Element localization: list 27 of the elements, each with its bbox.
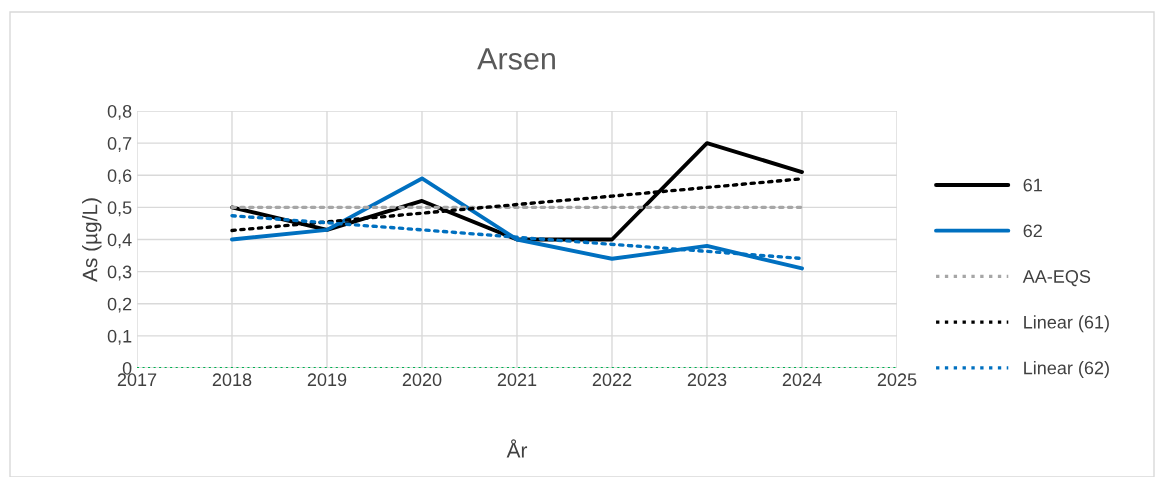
legend-label: 62 bbox=[1023, 224, 1042, 238]
x-axis-title: År bbox=[506, 439, 528, 458]
y-tick-label: 0,8 bbox=[107, 104, 132, 120]
y-tick-label: 0 bbox=[122, 361, 132, 375]
x-tick-label: 2023 bbox=[687, 373, 727, 387]
x-tick-label: 2022 bbox=[592, 373, 632, 387]
legend-label: AA-EQS bbox=[1022, 270, 1091, 287]
legend-label: Linear (62) bbox=[1024, 361, 1109, 378]
x-tick-label: 2018 bbox=[212, 373, 252, 387]
legend-label: Linear (61) bbox=[1024, 315, 1109, 333]
x-tick-label: 2024 bbox=[782, 373, 822, 387]
y-axis-title: As (µg/L) bbox=[82, 198, 102, 282]
legend-label: 61 bbox=[1023, 178, 1042, 192]
x-tick-label: 2025 bbox=[877, 373, 917, 387]
line-series bbox=[230, 176, 804, 271]
x-tick-label: 2019 bbox=[307, 373, 347, 387]
y-tick-label: 0,1 bbox=[107, 329, 132, 345]
x-tick-label: 2021 bbox=[497, 373, 537, 387]
x-tick-label: 2020 bbox=[402, 373, 442, 387]
y-tick-label: 0,2 bbox=[107, 297, 132, 313]
chart-title: Arsen bbox=[477, 48, 555, 70]
y-tick-label: 0,4 bbox=[107, 233, 132, 249]
y-tick-label: 0,3 bbox=[107, 265, 132, 281]
y-tick-label: 0,5 bbox=[107, 201, 132, 217]
y-tick-label: 0,7 bbox=[107, 137, 132, 152]
x-tick-label: 2017 bbox=[117, 373, 157, 387]
y-tick-label: 0,6 bbox=[107, 169, 132, 185]
